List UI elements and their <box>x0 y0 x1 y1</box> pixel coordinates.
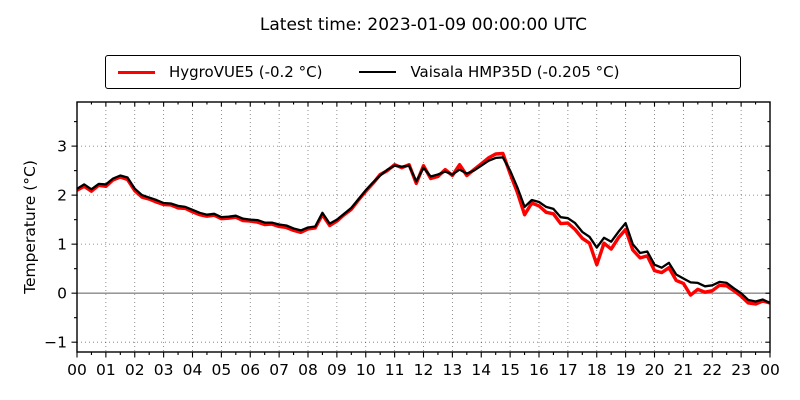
x-tick-label: 00 <box>760 361 780 379</box>
x-tick-label: 19 <box>616 361 636 379</box>
y-tick-label: 1 <box>57 236 67 254</box>
x-tick-label: 06 <box>240 361 260 379</box>
x-tick-label: 02 <box>125 361 145 379</box>
legend: HygroVUE5 (-0.2 °C) Vaisala HMP35D (-0.2… <box>105 55 741 89</box>
legend-entry-hygrovue5: HygroVUE5 (-0.2 °C) <box>118 63 322 81</box>
chart-title: Latest time: 2023-01-09 00:00:00 UTC <box>259 15 588 35</box>
x-tick-label: 18 <box>587 361 607 379</box>
x-tick-label: 07 <box>269 361 289 379</box>
x-tick-label: 11 <box>385 361 405 379</box>
y-axis-ticks <box>71 121 770 343</box>
black-line-sample-icon <box>359 71 397 73</box>
legend-label-vaisala: Vaisala HMP35D (-0.205 °C) <box>410 63 620 81</box>
y-tick-labels: −1 0 1 2 3 <box>44 138 67 352</box>
x-tick-label: 01 <box>96 361 116 379</box>
y-tick-label: −1 <box>44 334 67 352</box>
x-tick-label: 14 <box>471 361 491 379</box>
y-tick-label: 2 <box>57 187 67 205</box>
x-tick-label: 22 <box>702 361 722 379</box>
series-line-vaisala-hmp35d <box>76 156 771 305</box>
x-tick-label: 13 <box>443 361 463 379</box>
red-line-sample-icon <box>118 70 155 74</box>
x-tick-label: 10 <box>356 361 376 379</box>
x-tick-label: 04 <box>183 361 203 379</box>
x-tick-label: 23 <box>731 361 751 379</box>
series-line-hygrovue5 <box>76 151 771 306</box>
y-tick-label: 3 <box>57 138 67 156</box>
x-tick-label: 12 <box>414 361 434 379</box>
x-tick-label: 05 <box>212 361 232 379</box>
x-tick-label: 09 <box>327 361 347 379</box>
x-tick-label: 08 <box>298 361 318 379</box>
x-tick-labels: 00 01 02 03 04 05 06 07 08 09 10 11 12 13 14 15 16 17 18 19… <box>67 361 780 379</box>
y-axis-label: Temperature (°C) <box>21 160 39 294</box>
legend-label-hygrovue5: HygroVUE5 (-0.2 °C) <box>169 63 323 81</box>
x-tick-label: 00 <box>67 361 87 379</box>
plot-grid <box>77 102 770 352</box>
legend-entry-vaisala: Vaisala HMP35D (-0.205 °C) <box>359 63 620 81</box>
x-tick-label: 20 <box>645 361 665 379</box>
y-tick-label: 0 <box>57 285 67 303</box>
x-tick-label: 17 <box>558 361 578 379</box>
x-tick-label: 15 <box>500 361 520 379</box>
x-axis-ticks <box>76 102 771 358</box>
x-tick-label: 03 <box>154 361 174 379</box>
x-tick-label: 21 <box>674 361 694 379</box>
x-tick-label: 16 <box>529 361 549 379</box>
